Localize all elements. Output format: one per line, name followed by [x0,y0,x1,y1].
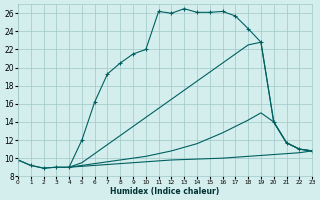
X-axis label: Humidex (Indice chaleur): Humidex (Indice chaleur) [110,187,220,196]
